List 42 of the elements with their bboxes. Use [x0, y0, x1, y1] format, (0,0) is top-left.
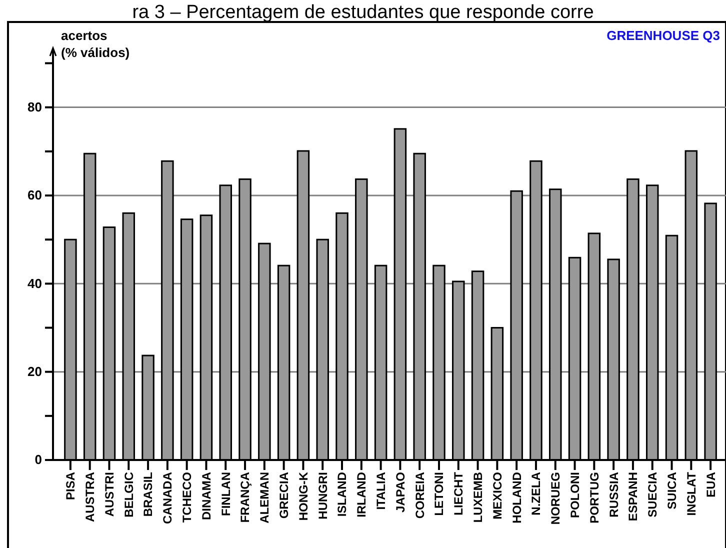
x-tick-label: AUSTRA: [83, 472, 98, 522]
x-tick-label: AUSTRI: [102, 472, 116, 517]
x-tick-label: FRANÇA: [238, 472, 252, 523]
y-tick-label: 20: [28, 364, 42, 379]
x-tick-label: ITALIA: [374, 472, 388, 510]
x-tick-label: LUXEMB: [470, 472, 485, 523]
x-tick-label: INGLAT: [684, 471, 698, 516]
y-tick-label: 60: [28, 188, 42, 203]
x-tick-label: LIECHT: [452, 471, 466, 516]
x-tick-label: N.ZELA: [529, 472, 544, 516]
x-tick-label: BELGIC: [122, 472, 136, 518]
x-tick-label: SUICA: [664, 472, 679, 510]
x-tick-label: MEXICO: [490, 472, 504, 520]
x-tick-label: FINLAN: [218, 472, 233, 516]
y-tick-label: 0: [34, 452, 42, 468]
x-tick-label: BRASIL: [141, 472, 156, 517]
x-tick-label: HONG-K: [296, 472, 310, 521]
text: GREENHOUSE Q3: [606, 28, 720, 43]
x-tick-label: DINAMA: [199, 472, 214, 520]
x-tick-label: EUA: [704, 472, 718, 498]
y-tick-label: 80: [28, 99, 42, 114]
x-tick-label: LETONI: [432, 472, 446, 516]
y-tick-label: 40: [28, 276, 42, 291]
x-tick-label: IRLAND: [354, 472, 369, 518]
y-axis-title: acertos (% válidos): [61, 28, 130, 60]
x-tick-label: ESPANH: [626, 472, 640, 522]
x-tick-label: ALEMAN: [258, 472, 272, 524]
x-tick-label: RUSSIA: [606, 472, 621, 518]
x-tick-label: HOLAND: [510, 472, 524, 524]
x-tick-label: CANADA: [160, 472, 175, 524]
x-tick-label: COREIA: [412, 472, 427, 519]
x-tick-label: GRECIA: [277, 472, 292, 519]
x-tick-label: HUNGRI: [316, 472, 330, 520]
x-tick-label: PISA: [64, 472, 78, 500]
x-tick-label: POLONI: [568, 472, 582, 518]
x-tick-label: SUECIA: [646, 472, 660, 518]
x-tick-label: TCHECO: [180, 472, 194, 523]
x-tick-label: ISLAND: [335, 472, 350, 517]
x-tick-label: PORTUG: [587, 472, 602, 524]
x-tick-label: JAPAO: [393, 472, 408, 512]
chart-title: ra 3 – Percentagem de estudantes que responde corre: [132, 2, 594, 23]
x-tick-label: NORUEG: [548, 472, 563, 525]
